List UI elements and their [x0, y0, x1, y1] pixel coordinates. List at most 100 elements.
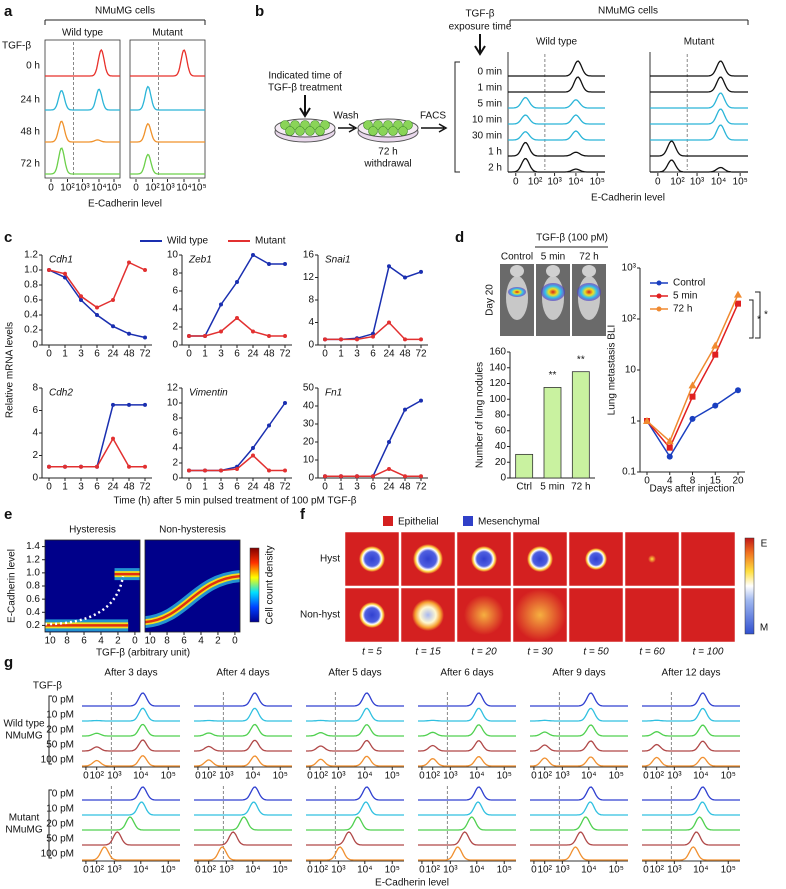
legend-swatch [383, 516, 393, 526]
bar [515, 453, 534, 479]
point [283, 468, 287, 473]
y-tick-label: 20 [303, 437, 315, 448]
histogram [194, 723, 292, 737]
x-tick-label: 10⁴ [581, 771, 596, 782]
x-axis-label: TGF-β (arbitrary unit) [96, 648, 190, 659]
cell [378, 126, 388, 136]
x-tick-label: 0 [232, 636, 238, 647]
x-tick-label: 2 [215, 636, 221, 647]
histogram [82, 801, 180, 816]
x-tick-label: 3 [218, 482, 224, 493]
y-tick-label: 0 [32, 473, 38, 484]
cell [305, 126, 315, 136]
x-tick-label: 6 [94, 349, 100, 360]
arrow [421, 123, 448, 133]
point [267, 262, 271, 266]
cell-cluster [359, 546, 385, 572]
y-tick-label: 40 [495, 441, 507, 452]
point [251, 453, 255, 458]
point [111, 298, 115, 302]
x-tick-label: 10² [670, 177, 685, 188]
group-label: NMuMG [5, 825, 42, 836]
colorbar [249, 547, 260, 623]
x-tick-label: 0 [307, 771, 313, 782]
time-label: t = 20 [471, 647, 497, 658]
image-label: Control [501, 252, 533, 263]
x-axis-label: Days after injection [649, 484, 734, 495]
y-tick-label: 16 [303, 250, 315, 261]
histogram [82, 755, 180, 767]
column-title: Wild type [62, 28, 104, 39]
histogram [194, 707, 292, 722]
x-tick-label: 0 [513, 177, 519, 188]
chart-title: Zeb1 [188, 255, 212, 266]
x-tick-label: 6 [370, 349, 376, 360]
histogram [530, 724, 628, 737]
histogram [82, 707, 180, 722]
panel-title: NMuMG cells [598, 6, 658, 17]
cell [295, 126, 305, 136]
histogram [306, 846, 404, 861]
y-tick-label: 8 [172, 268, 178, 279]
x-tick-label: 10⁴ [469, 771, 484, 782]
x-tick-label: 10⁵ [497, 865, 512, 876]
point [735, 300, 741, 307]
point [403, 337, 407, 342]
histogram [130, 49, 205, 77]
arrow [338, 123, 358, 133]
arrow [299, 95, 311, 118]
y-tick-label: 0.6 [24, 295, 38, 306]
histogram [45, 48, 120, 77]
chart-title: Cdh2 [49, 388, 73, 399]
x-tick-label: 10³ [555, 771, 570, 782]
point [734, 290, 742, 298]
histogram [642, 692, 740, 707]
histogram [82, 739, 180, 752]
histogram [508, 114, 605, 125]
x-tick-label: 10³ [331, 771, 346, 782]
point [143, 402, 147, 407]
x-tick-label: 10³ [219, 771, 234, 782]
legend-marker [656, 293, 662, 299]
significance: * [764, 310, 768, 321]
point [666, 444, 673, 451]
point [111, 324, 115, 329]
x-tick-label: 10⁵ [609, 771, 624, 782]
histogram [642, 724, 740, 737]
histogram [306, 801, 404, 816]
x-tick-label: 10⁵ [721, 771, 736, 782]
point [127, 402, 131, 407]
histogram [194, 786, 292, 801]
x-tick-label: 10³ [331, 865, 346, 876]
x-tick-label: 24 [107, 349, 119, 360]
histogram [530, 801, 628, 816]
x-tick-label: 0 [322, 349, 328, 360]
panel-label: b [255, 3, 264, 20]
mouse-head [546, 265, 560, 277]
x-tick-label: 10³ [107, 771, 122, 782]
y-tick-label: 20 [495, 457, 507, 468]
diagram-text: 72 h [378, 147, 397, 158]
histogram [530, 756, 628, 767]
histogram [194, 831, 292, 846]
point [711, 341, 720, 349]
x-tick-label: 10⁴ [357, 865, 372, 876]
treatment-label: exposure time [449, 22, 512, 33]
point [47, 464, 51, 469]
column-title: After 4 days [216, 668, 269, 679]
y-tick-label: 100 [489, 394, 506, 405]
simulation-frame [624, 587, 680, 643]
point [143, 335, 147, 340]
x-tick-label: 6 [81, 636, 87, 647]
x-tick-label: 48 [399, 349, 411, 360]
y-tick-label: 30 [303, 419, 315, 430]
series-line [189, 402, 286, 472]
group-label: Mutant [9, 813, 40, 824]
point [127, 331, 131, 336]
x-tick-label: 10³ [160, 183, 175, 194]
point [403, 474, 407, 479]
x-tick-label: 6 [370, 482, 376, 493]
y-tick-label: 6 [172, 286, 178, 297]
row-label: Hyst [320, 554, 340, 565]
x-tick-label: 10³ [690, 177, 705, 188]
